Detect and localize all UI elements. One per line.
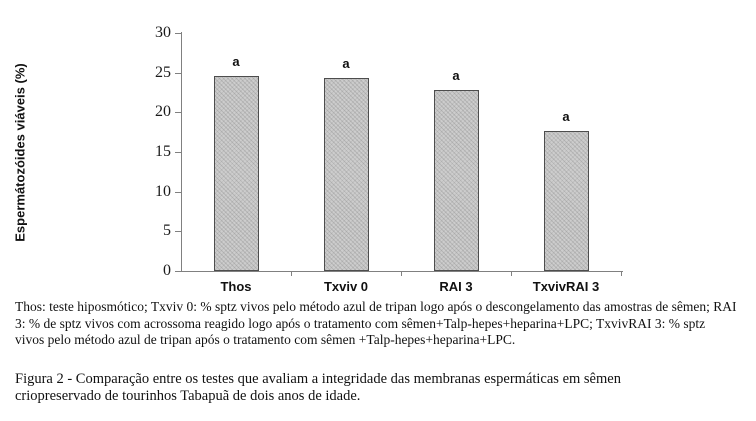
x-category-label: Txviv 0 bbox=[323, 279, 369, 294]
x-category-label: TxvivRAI 3 bbox=[532, 279, 600, 294]
y-tick-label: 30 bbox=[155, 24, 171, 41]
bar-significance-label: a bbox=[342, 56, 350, 71]
x-category-label: Thos bbox=[220, 279, 252, 294]
x-tick-mark bbox=[511, 272, 512, 276]
y-tick-mark bbox=[175, 33, 181, 34]
y-tick-label: 20 bbox=[155, 103, 171, 120]
bar-thos bbox=[214, 76, 259, 271]
y-tick-mark bbox=[175, 152, 181, 153]
bar-txviv-0 bbox=[324, 78, 369, 271]
y-tick-mark bbox=[175, 271, 181, 272]
bar-txvivrai-3 bbox=[544, 131, 589, 271]
notes-text: Thos: teste hiposmótico; Txviv 0: % sptz… bbox=[15, 299, 745, 349]
y-tick-label: 5 bbox=[163, 222, 171, 239]
x-tick-mark bbox=[291, 272, 292, 276]
bar-chart: Espermátozóides viáveis (%) 0 5 10 15 20 25 30… bbox=[12, 24, 623, 294]
x-tick-mark bbox=[621, 272, 622, 276]
bar-significance-label: a bbox=[562, 109, 570, 124]
y-tick-label: 10 bbox=[155, 183, 171, 200]
y-tick-mark bbox=[175, 112, 181, 113]
caption-line: criopreservado de tourinhos Tabapuã de d… bbox=[15, 387, 361, 404]
y-tick-mark bbox=[175, 231, 181, 232]
notes-line: vivos pelo método azul de tripan após o … bbox=[15, 332, 516, 347]
y-tick-label: 15 bbox=[155, 143, 171, 160]
y-tick-mark bbox=[175, 73, 181, 74]
x-tick-mark bbox=[401, 272, 402, 276]
caption-line: Figura 2 - Comparação entre os testes qu… bbox=[15, 371, 621, 387]
y-axis-line bbox=[181, 32, 182, 271]
figure-caption: Figura 2 - Comparação entre os testes qu… bbox=[15, 371, 745, 404]
notes-line: Thos: teste hiposmótico; Txviv 0: % sptz… bbox=[15, 299, 737, 314]
y-tick-label: 25 bbox=[155, 64, 171, 81]
x-category-label: RAI 3 bbox=[439, 279, 473, 294]
y-axis-title: Espermátozóides viáveis (%) bbox=[12, 63, 28, 242]
y-tick-mark bbox=[175, 192, 181, 193]
bar-rai-3 bbox=[434, 90, 479, 271]
notes-line: 3: % de sptz vivos com acrossoma reagido… bbox=[15, 315, 706, 331]
y-tick-label: 0 bbox=[163, 262, 171, 279]
bar-significance-label: a bbox=[452, 68, 460, 83]
x-axis-line bbox=[181, 271, 623, 272]
bar-significance-label: a bbox=[232, 54, 240, 69]
